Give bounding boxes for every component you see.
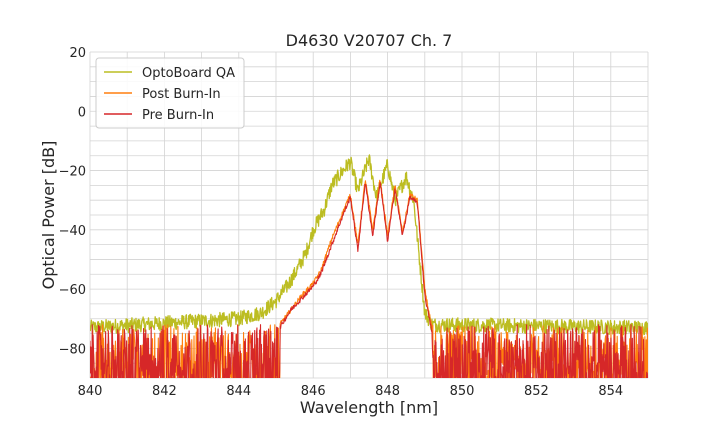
x-tick-label: 844 xyxy=(226,384,251,399)
tick-labels: 840 842 844 846 848 850 852 854 20 0 −20 −40 −60 −80 xyxy=(59,46,624,399)
y-tick-label: 20 xyxy=(69,46,86,61)
y-tick-label: −60 xyxy=(59,283,86,298)
series-layer xyxy=(90,154,648,378)
legend-label-optoboard-qa: OptoBoard QA xyxy=(142,66,235,81)
x-tick-label: 854 xyxy=(598,384,623,399)
chart-title: D4630 V20707 Ch. 7 xyxy=(286,31,453,50)
x-tick-label: 842 xyxy=(152,384,177,399)
series-line-pre-burn-in xyxy=(90,182,648,378)
y-axis-label: Optical Power [dB] xyxy=(39,141,58,290)
y-tick-label: −80 xyxy=(59,342,86,357)
y-tick-label: −20 xyxy=(59,165,86,180)
series-line-post-burn-in xyxy=(90,179,648,378)
x-tick-label: 848 xyxy=(375,384,400,399)
series-line-optoboard-qa xyxy=(90,154,648,336)
legend-label-pre-burn-in: Pre Burn-In xyxy=(142,108,214,123)
legend-box xyxy=(95,57,245,129)
y-tick-label: −40 xyxy=(59,224,86,239)
y-tick-label: 0 xyxy=(78,105,86,120)
legend-label-post-burn-in: Post Burn-In xyxy=(142,87,221,102)
legend: OptoBoard QA Post Burn-In Pre Burn-In xyxy=(95,57,245,129)
x-axis-label: Wavelength [nm] xyxy=(300,398,438,417)
x-tick-label: 852 xyxy=(524,384,549,399)
x-tick-label: 840 xyxy=(78,384,103,399)
x-tick-label: 846 xyxy=(301,384,326,399)
x-tick-label: 850 xyxy=(450,384,475,399)
